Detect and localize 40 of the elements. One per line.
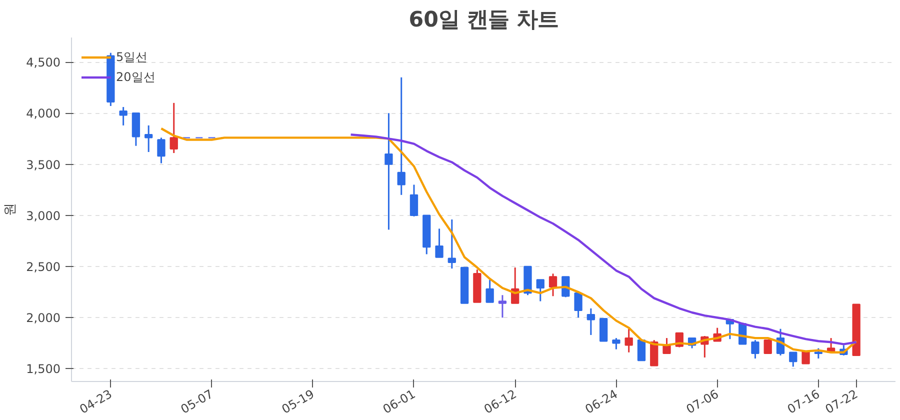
y-tick-label: 3,000 (26, 208, 61, 223)
line-series (160, 127, 858, 354)
candlestick (157, 136, 166, 164)
legend-label: 20일선 (116, 68, 156, 86)
candlestick (764, 339, 772, 354)
candlestick (586, 308, 595, 336)
candlestick (448, 218, 456, 270)
candlestick (650, 339, 658, 366)
y-tick-label: 4,000 (26, 106, 61, 121)
y-tick-label: 2,000 (26, 311, 61, 326)
candlestick (498, 294, 507, 318)
candlestick (410, 184, 418, 218)
candlestick (536, 279, 544, 302)
y-tick-label: 3,500 (26, 158, 61, 172)
legend-label: 5일선 (116, 48, 148, 66)
candlestick (637, 339, 646, 362)
candlestick (132, 112, 140, 147)
candlestick (435, 228, 444, 258)
candlestick (624, 328, 633, 354)
y-tick-label: 1,500 (26, 362, 61, 376)
candlestick (397, 76, 406, 196)
candlestick (548, 272, 558, 297)
candlestick (612, 337, 620, 350)
candlestick (170, 102, 178, 154)
line-series (350, 134, 858, 346)
candlestick (599, 318, 608, 342)
y-tick-label: 4,500 (26, 56, 61, 70)
candlestick (486, 279, 494, 304)
candlestick (814, 348, 822, 360)
candlestick (751, 339, 760, 360)
candlestick (119, 106, 128, 126)
chart-title: 60일 캔들 차트 (408, 8, 558, 32)
y-axis-title: 원 (3, 203, 18, 216)
candlestick (789, 352, 798, 368)
candlestick (574, 292, 582, 318)
candlestick (384, 112, 393, 230)
candlestick (662, 337, 671, 354)
candlestick (802, 350, 810, 364)
candlestick (144, 124, 153, 153)
y-tick-label: 2,500 (26, 260, 61, 274)
